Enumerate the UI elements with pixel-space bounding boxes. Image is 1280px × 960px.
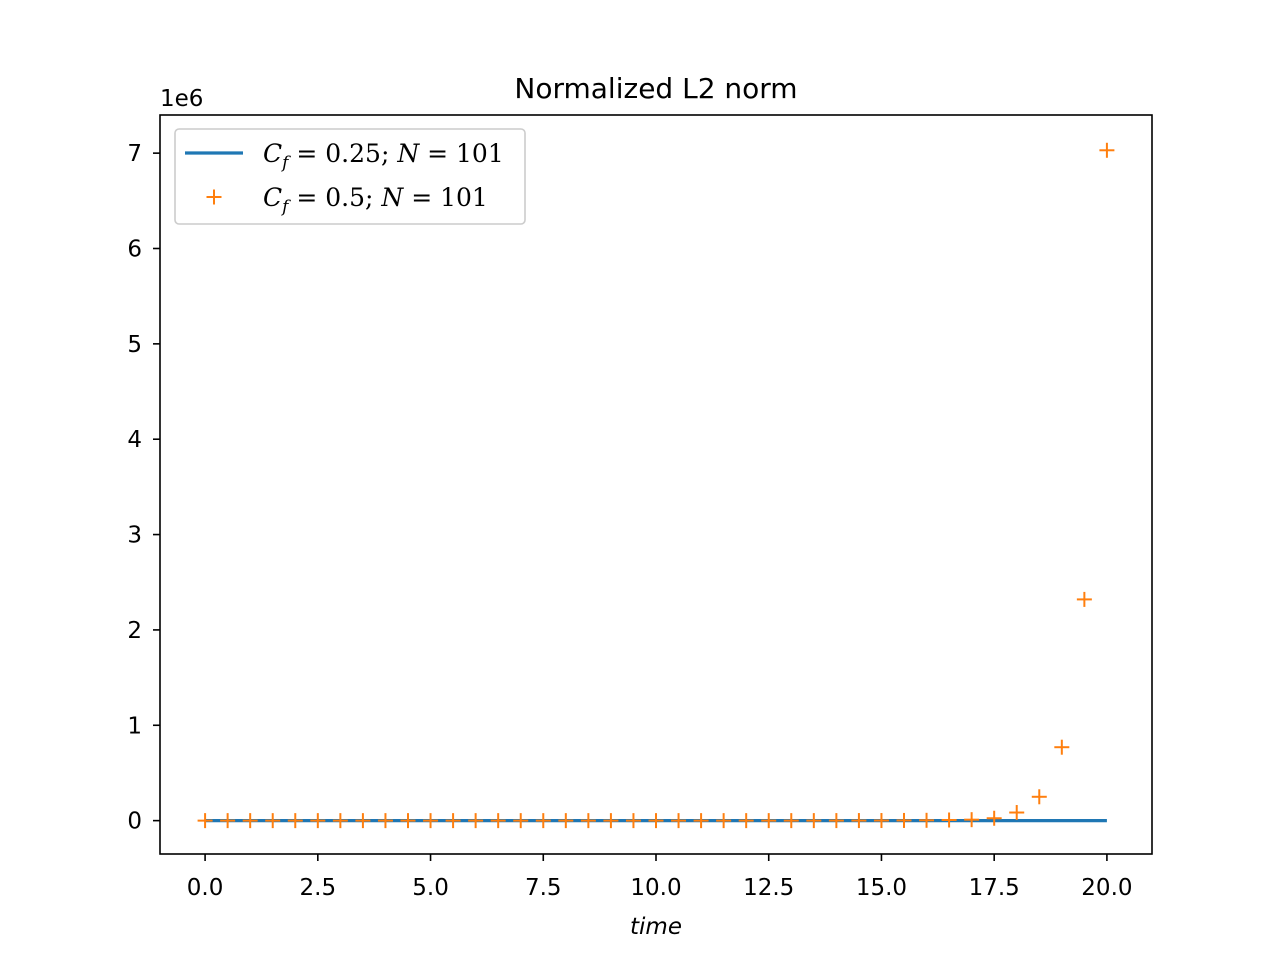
data-point (468, 813, 484, 829)
data-point (1031, 789, 1047, 805)
data-point (1054, 739, 1070, 755)
data-point (423, 813, 439, 829)
x-tick-label: 2.5 (300, 875, 337, 901)
data-point (220, 813, 236, 829)
data-point (580, 813, 596, 829)
x-tick-label: 5.0 (412, 875, 449, 901)
data-point (287, 813, 303, 829)
data-point (400, 813, 416, 829)
legend-marker-swatch (206, 189, 222, 205)
x-tick-label: 10.0 (630, 875, 681, 901)
y-tick-label: 2 (127, 618, 142, 644)
data-point (1099, 142, 1115, 158)
data-point (1009, 805, 1025, 821)
y-tick-label: 1 (127, 713, 142, 739)
data-point (941, 812, 957, 828)
data-point (783, 813, 799, 829)
data-point (986, 810, 1002, 826)
y-tick-label: 4 (127, 427, 142, 453)
data-point (513, 813, 529, 829)
legend-label: Cf = 0.5; N = 101 (263, 183, 488, 217)
data-point (716, 813, 732, 829)
x-tick-label: 20.0 (1081, 875, 1132, 901)
data-point (1076, 591, 1092, 607)
chart-title: Normalized L2 norm (514, 72, 797, 105)
data-point (806, 813, 822, 829)
x-tick-label: 15.0 (856, 875, 907, 901)
data-point (851, 813, 867, 829)
y-tick-label: 7 (127, 141, 142, 167)
data-point (310, 813, 326, 829)
data-point (377, 813, 393, 829)
x-tick-label: 12.5 (743, 875, 794, 901)
data-point (761, 813, 777, 829)
y-offset-text: 1e6 (160, 86, 203, 112)
data-point (490, 813, 506, 829)
data-point (242, 813, 258, 829)
y-tick-label: 6 (127, 236, 142, 262)
x-tick-label: 17.5 (969, 875, 1020, 901)
data-point (964, 812, 980, 828)
data-point (671, 813, 687, 829)
data-point (625, 813, 641, 829)
data-point (558, 813, 574, 829)
data-point (355, 813, 371, 829)
data-point (648, 813, 664, 829)
legend: Cf = 0.25; N = 101 Cf = 0.5; N = 101 (174, 128, 526, 225)
plot-area (197, 142, 1115, 829)
data-point (693, 813, 709, 829)
data-point (919, 812, 935, 828)
y-tick-label: 3 (127, 523, 142, 549)
data-point (828, 813, 844, 829)
x-tick-label: 0.0 (187, 875, 224, 901)
data-point (535, 813, 551, 829)
legend-label: Cf = 0.25; N = 101 (263, 139, 504, 173)
data-point (873, 813, 889, 829)
x-axis-label: time (630, 914, 682, 940)
data-point (332, 813, 348, 829)
legend-frame (174, 128, 526, 225)
data-point (445, 813, 461, 829)
data-point (896, 812, 912, 828)
data-point (197, 813, 213, 829)
y-tick-label: 5 (127, 332, 142, 358)
y-tick-label: 0 (127, 809, 142, 835)
data-point (265, 813, 281, 829)
data-point (738, 813, 754, 829)
data-point (603, 813, 619, 829)
x-tick-label: 7.5 (525, 875, 562, 901)
